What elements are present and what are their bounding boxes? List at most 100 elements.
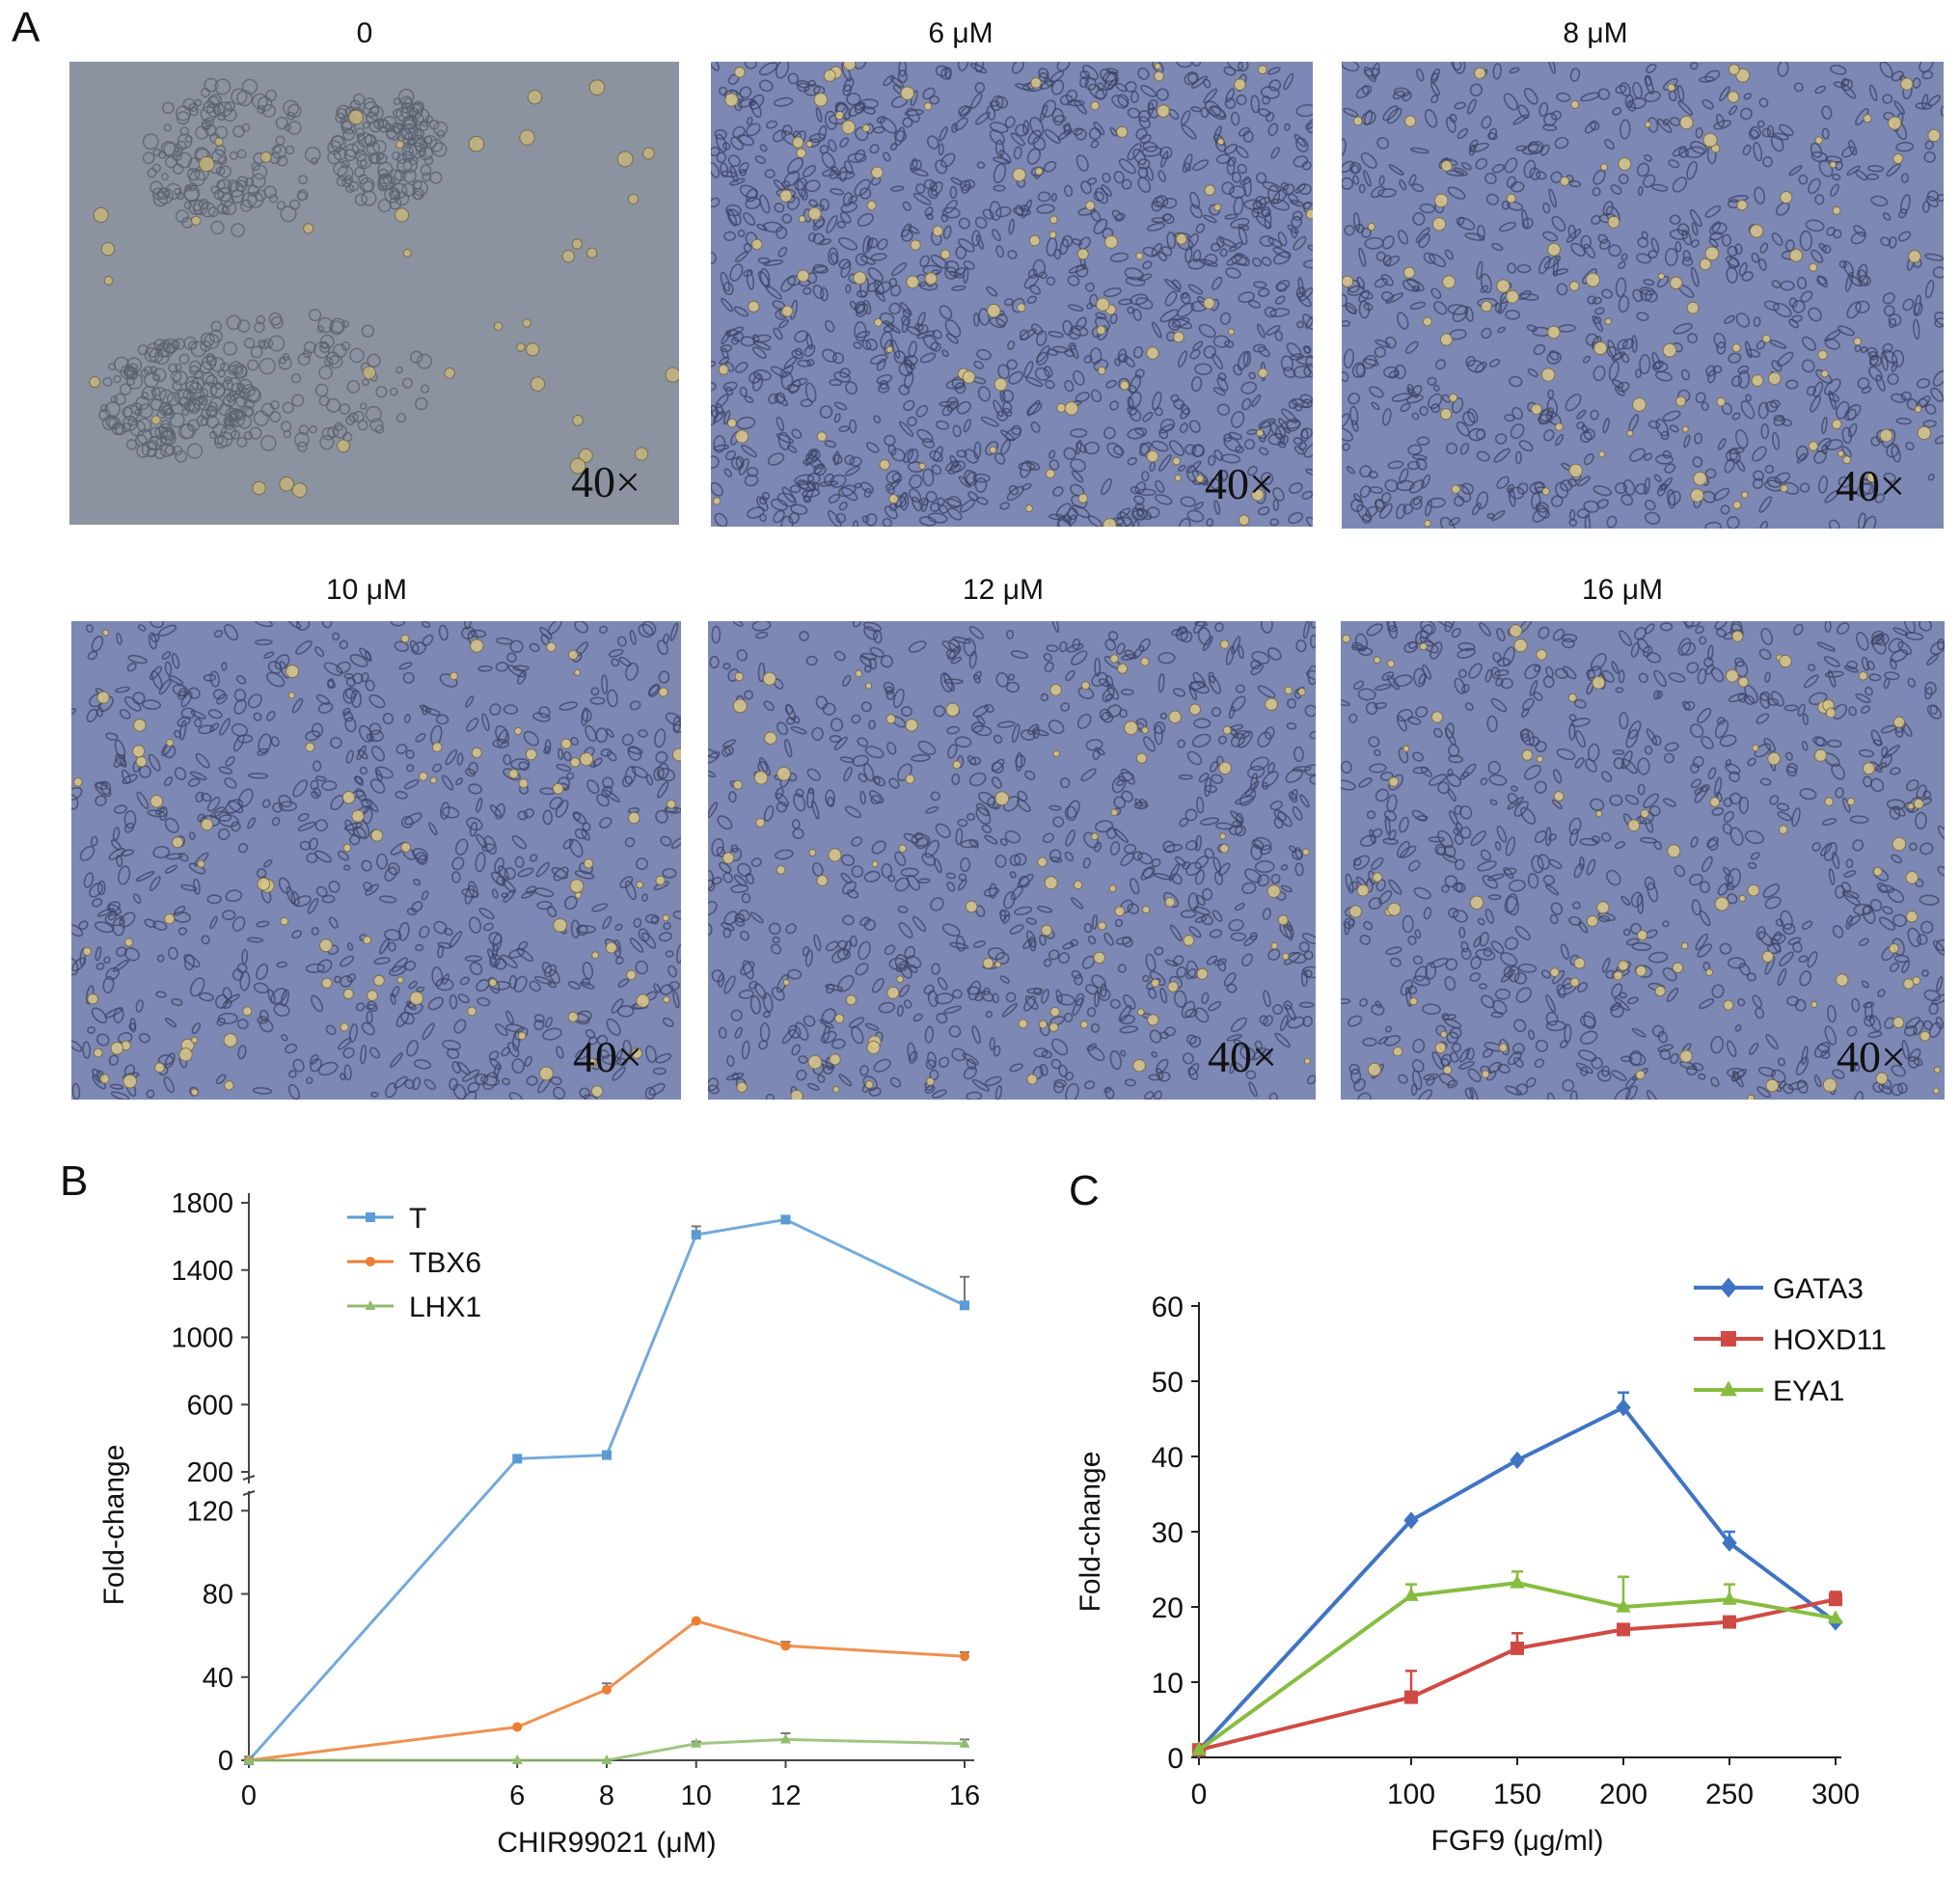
y-tick-label: 40	[1152, 1442, 1184, 1474]
micrograph-12um: 40×	[708, 621, 1316, 1100]
y-tick-label: 1800	[171, 1188, 233, 1219]
micrograph-title-10um: 10 μM	[326, 574, 407, 606]
data-point	[780, 1733, 791, 1744]
x-tick-label: 12	[770, 1781, 801, 1811]
chart-b-chirr99021: 200 600 1000 1400 1800 0 40 80 120 0 6 8 10 12 16 CHIR9…	[98, 1188, 980, 1859]
series-line	[1197, 1580, 1837, 1752]
magnification-label: 40×	[573, 1032, 642, 1081]
legend-label: HOXD11	[1773, 1324, 1887, 1356]
data-point	[1616, 1399, 1631, 1417]
legend-item-tbx6: TBX6	[347, 1247, 481, 1279]
y-tick-label: 80	[203, 1580, 233, 1611]
data-point	[960, 1651, 969, 1662]
magnification-label: 40×	[1836, 461, 1905, 510]
legend-item-t: T	[347, 1203, 426, 1235]
data-point	[512, 1454, 523, 1464]
cell-texture	[1342, 62, 1944, 529]
x-tick-label: 100	[1387, 1779, 1435, 1810]
data-point	[1404, 1690, 1418, 1704]
x-tick-label: 10	[681, 1781, 712, 1811]
legend-label: EYA1	[1773, 1375, 1845, 1407]
data-point	[1616, 1598, 1631, 1613]
y-tick-label: 0	[1167, 1743, 1184, 1775]
series-line	[1198, 1597, 1837, 1753]
y-tick-label: 0	[218, 1746, 233, 1777]
data-point	[959, 1737, 970, 1748]
panel-letter-a: A	[12, 4, 41, 51]
legend-label: TBX6	[409, 1247, 481, 1279]
micrograph-6um-image	[711, 62, 1313, 527]
series-line	[247, 1217, 966, 1761]
data-point	[691, 1230, 701, 1240]
data-point	[1510, 1451, 1525, 1469]
micrograph-8um: 40×	[1342, 62, 1944, 529]
micrograph-10um-image	[71, 621, 681, 1100]
cell-texture	[708, 621, 1316, 1100]
y-tick-label: 20	[1152, 1592, 1184, 1624]
cell-texture	[711, 62, 1313, 527]
legend-marker	[366, 1257, 375, 1266]
micrograph-0-image	[69, 62, 679, 525]
data-point	[511, 1755, 523, 1764]
chart-c-fgf9: 0 10 20 30 40 50 60 0 100 150 200 250 300 FGF9 (μg/ml…	[1075, 1273, 1887, 1857]
micrograph-16um-image	[1341, 621, 1945, 1100]
legend-item-gata3: GATA3	[1694, 1273, 1864, 1305]
data-point	[602, 1684, 612, 1695]
x-tick-label: 16	[949, 1781, 980, 1811]
y-tick-label: 120	[187, 1496, 233, 1527]
y-axis-label: Fold-change	[1075, 1452, 1106, 1613]
y-tick-label: 200	[187, 1457, 233, 1488]
micrograph-16um: 40×	[1341, 621, 1945, 1100]
y-tick-label: 60	[1152, 1292, 1184, 1323]
panel-letter-c: C	[1069, 1167, 1100, 1214]
x-tick-label: 6	[509, 1781, 525, 1811]
x-tick-label: 150	[1493, 1779, 1541, 1810]
micrograph-title-6um: 6 μM	[928, 17, 994, 49]
magnification-label: 40×	[1837, 1032, 1906, 1081]
series-eya1	[1191, 1570, 1843, 1755]
series-line	[249, 1737, 966, 1762]
y-tick-label: 1400	[171, 1256, 233, 1287]
x-tick-label: 0	[241, 1781, 257, 1811]
legend-label: GATA3	[1773, 1273, 1864, 1305]
data-point	[780, 1641, 791, 1651]
axis-break-mark	[242, 1490, 256, 1496]
data-point	[1511, 1641, 1524, 1655]
legend-label: T	[409, 1203, 426, 1235]
data-point	[1722, 1534, 1737, 1552]
micrograph-title-16um: 16 μM	[1582, 574, 1663, 606]
micrograph-12um-image	[708, 621, 1316, 1100]
x-tick-label: 8	[599, 1781, 614, 1811]
y-tick-label: 50	[1152, 1367, 1184, 1399]
data-point	[1829, 1592, 1842, 1607]
cell-texture	[1341, 621, 1945, 1100]
data-point	[1723, 1615, 1736, 1629]
data-point	[691, 1616, 701, 1626]
cell-texture	[89, 77, 679, 499]
y-tick-label: 10	[1152, 1668, 1184, 1700]
data-point	[1510, 1574, 1525, 1589]
cell-texture	[71, 621, 681, 1100]
data-point	[1617, 1622, 1630, 1637]
legend-item-hoxd11: HOXD11	[1694, 1324, 1887, 1356]
legend-marker	[1720, 1380, 1737, 1397]
series-line	[248, 1619, 966, 1762]
micrograph-title-12um: 12 μM	[963, 574, 1044, 606]
micrograph-6um: 40×	[711, 62, 1313, 527]
legend-marker	[366, 1212, 375, 1222]
micrograph-8um-image	[1342, 62, 1944, 529]
data-point	[1191, 1741, 1207, 1755]
y-axis-label: Fold-change	[98, 1445, 130, 1606]
legend-marker	[1720, 1277, 1737, 1298]
series-hoxd11	[1192, 1591, 1842, 1757]
data-point	[1722, 1591, 1737, 1605]
legend-label: LHX1	[409, 1292, 481, 1323]
x-tick-label: 0	[1191, 1779, 1208, 1810]
legend-marker	[365, 1300, 376, 1310]
micrograph-10um: 40×	[71, 621, 681, 1100]
y-tick-label: 1000	[171, 1323, 233, 1354]
micrograph-0: 40×	[69, 62, 679, 525]
x-axis-label: FGF9 (μg/ml)	[1431, 1825, 1604, 1857]
data-point	[602, 1450, 612, 1460]
magnification-label: 40×	[571, 457, 640, 506]
